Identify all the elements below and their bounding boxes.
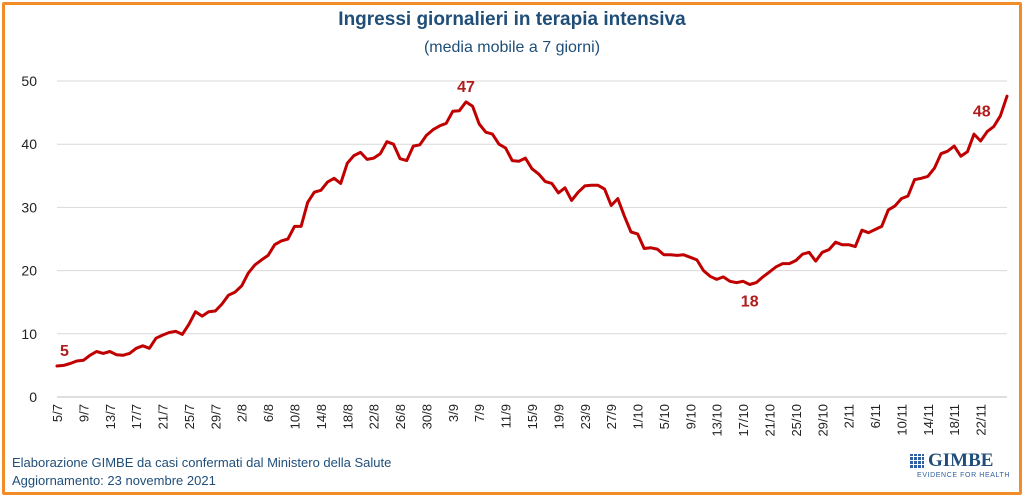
x-tick-label: 21/10	[763, 404, 778, 437]
y-tick-label: 0	[29, 389, 37, 405]
x-tick-label: 17/10	[736, 404, 751, 437]
x-tick-label: 2/11	[842, 404, 857, 428]
x-tick-label: 19/9	[551, 404, 566, 429]
x-tick-label: 10/8	[288, 404, 303, 429]
x-tick-label: 13/10	[710, 404, 725, 437]
update-date: Aggiornamento: 23 novembre 2021	[12, 473, 216, 488]
x-tick-label: 6/8	[261, 404, 276, 422]
logo-name: GIMBE	[928, 450, 994, 471]
x-tick-label: 6/11	[868, 404, 883, 428]
x-axis-ticks: 5/7 9/7 13/7 17/7 21/7 25/7 29/7 2/8 6/8 10/8 14/8…	[50, 404, 989, 437]
x-tick-label: 25/7	[182, 404, 197, 429]
x-tick-label: 21/7	[156, 404, 171, 429]
x-tick-label: 10/11	[894, 404, 909, 436]
x-tick-label: 17/7	[129, 404, 144, 429]
y-tick-label: 10	[21, 326, 37, 342]
x-tick-label: 29/7	[208, 404, 223, 429]
x-tick-label: 22/8	[367, 404, 382, 429]
x-tick-label: 1/10	[631, 404, 646, 429]
x-tick-label: 18/11	[947, 404, 962, 436]
data-label: 47	[457, 79, 475, 96]
series-layer	[55, 94, 1009, 368]
gimbe-grid-icon	[910, 454, 924, 468]
gimbe-logo: GIMBE EVIDENCE FOR HEALTH	[900, 450, 1012, 487]
x-tick-label: 9/7	[76, 404, 91, 422]
logo-tagline: EVIDENCE FOR HEALTH	[917, 472, 1010, 479]
chart-title: Ingressi giornalieri in terapia intensiv…	[338, 9, 686, 30]
x-tick-label: 18/8	[340, 404, 355, 429]
y-tick-label: 50	[21, 73, 37, 89]
source-note: Elaborazione GIMBE da casi confermati da…	[12, 455, 392, 470]
x-tick-label: 5/10	[657, 404, 672, 429]
x-tick-label: 9/10	[683, 404, 698, 429]
gridlines	[57, 80, 1007, 398]
data-label: 48	[973, 104, 991, 121]
y-tick-label: 40	[21, 136, 37, 152]
chart-subtitle: (media mobile a 7 giorni)	[423, 39, 601, 56]
x-tick-label: 29/10	[815, 404, 830, 437]
series-line	[55, 94, 1009, 368]
annotation-layer: 5 47 18 48	[60, 79, 991, 360]
data-label: 5	[60, 343, 69, 360]
x-tick-label: 15/9	[525, 404, 540, 429]
x-tick-label: 27/9	[604, 404, 619, 429]
x-tick-label: 25/10	[789, 404, 804, 437]
x-tick-label: 7/9	[472, 404, 487, 422]
x-tick-label: 14/11	[921, 404, 936, 436]
x-tick-label: 2/8	[235, 404, 250, 422]
y-tick-label: 30	[21, 199, 37, 215]
x-tick-label: 23/9	[578, 404, 593, 429]
x-tick-label: 3/9	[446, 404, 461, 422]
data-label: 18	[741, 294, 759, 311]
x-tick-label: 22/11	[974, 404, 989, 436]
y-axis-ticks: 0 10 20 30 40 50	[21, 73, 37, 405]
x-tick-label: 11/9	[499, 404, 514, 428]
x-tick-label: 13/7	[103, 404, 118, 429]
x-tick-label: 14/8	[314, 404, 329, 429]
y-tick-label: 20	[21, 263, 37, 279]
x-tick-label: 26/8	[393, 404, 408, 429]
x-tick-label: 5/7	[50, 404, 65, 422]
x-tick-label: 30/8	[419, 404, 434, 429]
